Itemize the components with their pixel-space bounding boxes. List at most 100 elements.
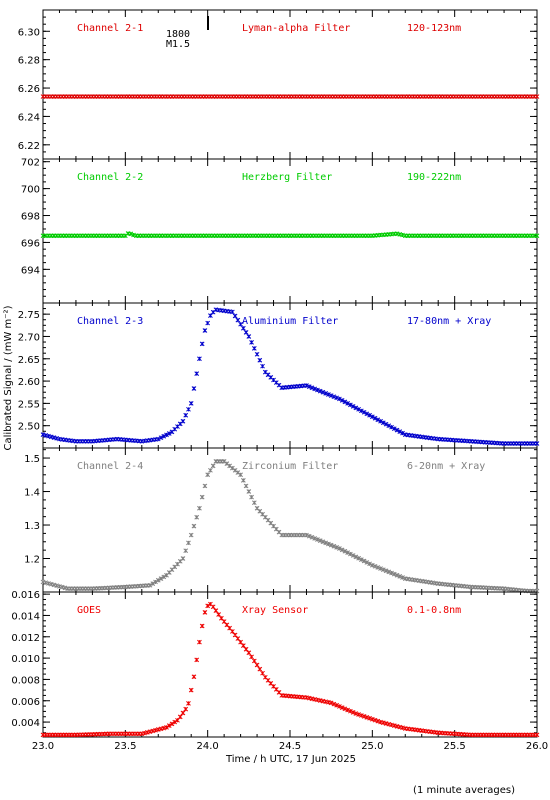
data-point [372, 563, 378, 569]
y-tick-label: 6.30 [18, 27, 40, 38]
data-point [317, 388, 323, 394]
data-point [339, 398, 345, 403]
y-tick-label: 702 [21, 158, 40, 169]
data-point [397, 574, 403, 579]
data-point [186, 701, 191, 706]
data-point [243, 483, 249, 489]
data-point [199, 341, 205, 347]
data-point [353, 711, 359, 716]
x-tick-label: 26.0 [526, 741, 548, 752]
panel-labels: Channel 2-3 Aluminium Filter 17-80nm + Xra… [77, 316, 491, 327]
data-point [164, 725, 169, 730]
data-point [328, 393, 334, 398]
data-point [309, 385, 315, 391]
channel-label: GOES [77, 605, 101, 616]
data-point [345, 401, 350, 406]
data-point [394, 572, 400, 578]
data-point [208, 313, 213, 318]
data-point [323, 390, 329, 396]
data-point [155, 436, 161, 442]
data-point [172, 719, 178, 725]
channel-label: Channel 2-3 [77, 316, 143, 327]
data-point [337, 546, 342, 551]
y-tick-label: 6.22 [18, 141, 40, 152]
y-tick-label: 1.5 [24, 454, 40, 465]
data-point [378, 418, 383, 424]
y-tick-label: 1.2 [24, 555, 40, 566]
data-point [166, 723, 172, 728]
data-point [202, 328, 208, 333]
data-point [243, 646, 249, 652]
y-tick-label: 6.28 [18, 56, 40, 67]
data-point [534, 233, 540, 239]
data-point [183, 412, 189, 418]
panel-5: 0.004 0.006 0.008 0.010 0.012 0.014 0.016 GOES X… [11, 590, 540, 738]
data-point [197, 505, 202, 511]
data-point [194, 371, 200, 376]
data-point [353, 405, 359, 411]
panels-group: 6.22 6.24 6.26 6.28 6.30 Channel 2-1 Lyman-alp… [11, 9, 540, 738]
y-tick-label: 1.3 [24, 521, 40, 532]
data-point [216, 612, 221, 617]
y-tick-label: 6.26 [18, 84, 40, 95]
filter-label: Aluminium Filter [242, 316, 338, 327]
data-point [348, 708, 353, 714]
data-point [213, 608, 219, 614]
data-point [375, 417, 381, 423]
data-point [359, 713, 364, 718]
data-point [348, 402, 353, 408]
data-point [208, 467, 213, 473]
data-point [315, 537, 320, 542]
x-tick-label: 25.0 [361, 741, 383, 752]
panel-1: 6.22 6.24 6.26 6.28 6.30 Channel 2-1 Lyman-alp… [18, 9, 540, 160]
data-point [161, 574, 167, 580]
data-point [350, 404, 356, 409]
data-point [400, 430, 405, 436]
data-point [331, 394, 337, 400]
data-point [183, 706, 189, 712]
x-tick-label: 24.0 [197, 741, 219, 752]
data-point [337, 396, 342, 402]
footnote: (1 minute averages) [413, 785, 515, 796]
y-tick-label: 0.016 [11, 590, 40, 601]
series-points [40, 459, 540, 594]
data-point [304, 383, 309, 388]
data-point [345, 707, 350, 713]
data-point [230, 309, 235, 315]
data-point [334, 395, 340, 401]
data-point [191, 523, 197, 529]
data-point [345, 550, 350, 556]
panel-3: 2.50 2.55 2.60 2.65 2.70 2.75 Channel 2-3 Alumi… [18, 302, 540, 449]
data-point [202, 483, 208, 489]
data-point [326, 392, 331, 397]
band-label: 120-123nm [407, 23, 461, 34]
y-tick-label: 6.24 [18, 112, 40, 123]
y-tick-label: 2.75 [18, 310, 40, 321]
data-point [342, 399, 348, 405]
series-points [40, 307, 540, 446]
data-point [367, 412, 372, 418]
data-point [235, 636, 241, 641]
y-tick-label: 0.010 [11, 654, 40, 665]
data-point [342, 706, 348, 712]
y-tick-label: 1.4 [24, 488, 40, 499]
data-point [312, 536, 318, 541]
y-tick-label: 0.004 [11, 718, 40, 729]
data-point [364, 560, 370, 565]
data-point [205, 472, 211, 478]
band-label: 6-20nm + Xray [407, 461, 485, 472]
data-point [180, 710, 186, 716]
data-point [391, 426, 397, 432]
series-points [40, 231, 540, 239]
data-point [232, 632, 238, 638]
band-label: 0.1-0.8nm [407, 605, 461, 616]
data-point [394, 427, 400, 433]
channel-label: Channel 2-4 [77, 461, 143, 472]
data-point [383, 568, 389, 574]
data-point [197, 639, 202, 645]
data-point [194, 514, 200, 520]
data-point [180, 418, 186, 424]
y-tick-label: 700 [21, 185, 40, 196]
data-point [356, 555, 361, 561]
